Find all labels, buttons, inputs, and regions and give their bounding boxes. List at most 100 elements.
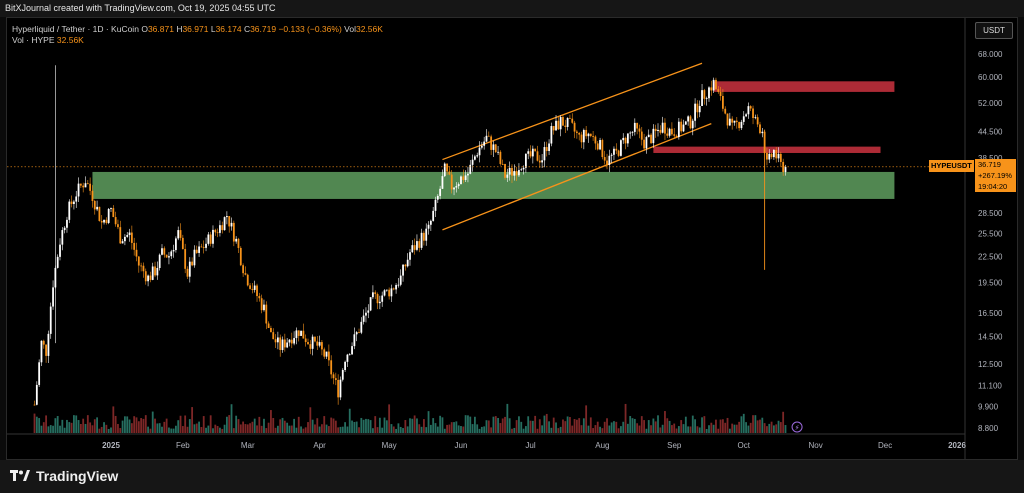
candle-body: [112, 208, 115, 218]
candle-body: [207, 234, 210, 244]
candle-body: [265, 304, 268, 324]
candle-body: [397, 284, 400, 286]
candle-body: [772, 149, 775, 158]
candle-body: [165, 254, 168, 258]
volume-bar: [761, 417, 764, 433]
volume-bar: [86, 415, 89, 433]
volume-bar: [66, 419, 68, 433]
volume-bar: [550, 427, 553, 433]
candle-body: [661, 122, 664, 133]
candle-body: [79, 183, 82, 186]
price-chart[interactable]: 68.00060.00052.00044.50038.50033.00028.5…: [7, 18, 1017, 459]
volume-bar: [367, 419, 370, 433]
volume-bar: [140, 418, 143, 433]
candle-body: [684, 121, 687, 125]
candle-body: [170, 251, 173, 257]
volume-bar: [569, 417, 571, 433]
volume-bar: [434, 423, 437, 433]
volume-bar: [163, 421, 166, 433]
volume-bar: [515, 420, 518, 433]
volume-bar: [272, 417, 275, 433]
candle-body: [490, 136, 493, 150]
volume-bar: [147, 426, 149, 433]
candle-body: [135, 249, 138, 257]
candle-body: [494, 144, 497, 153]
y-tick-label: 14.500: [978, 333, 1003, 342]
volume-bar: [460, 426, 462, 433]
last-price-tag: 36.719 +267.19% 19:04:20: [975, 159, 1016, 192]
candle-body: [399, 275, 402, 285]
candle-body: [358, 332, 360, 333]
y-tick-label: 8.800: [978, 424, 999, 433]
candle-body: [184, 249, 187, 269]
candle-body: [378, 301, 381, 304]
candle-body: [483, 141, 486, 146]
candle-body: [114, 217, 117, 225]
candle-body: [297, 330, 300, 336]
volume-bar: [316, 418, 319, 433]
volume-bar: [137, 421, 140, 433]
candle-body: [186, 268, 189, 277]
candle-body: [381, 295, 384, 302]
currency-button[interactable]: USDT: [975, 22, 1013, 39]
candle-body: [374, 292, 377, 295]
volume-bar: [179, 415, 182, 433]
legend-volume: 32.56K: [355, 24, 383, 34]
volume-bar: [93, 419, 96, 433]
candle-body: [365, 312, 367, 316]
candle-body: [480, 145, 483, 148]
candle-body: [249, 285, 251, 289]
y-tick-label: 44.500: [978, 128, 1003, 137]
candle-body: [288, 339, 291, 343]
candle-body: [130, 232, 133, 243]
volume-bar: [339, 426, 342, 433]
candle-body: [749, 106, 752, 109]
volume-bar: [56, 416, 59, 433]
volume-bar: [448, 424, 451, 433]
candle-body: [439, 188, 442, 196]
candle-body: [745, 114, 747, 117]
volume-bar: [775, 424, 778, 433]
volume-bar: [161, 426, 163, 433]
volume-bar: [258, 416, 261, 433]
candle-body: [117, 224, 119, 228]
candle-body: [740, 121, 743, 129]
candle-body: [316, 341, 319, 346]
candle-body: [232, 222, 235, 242]
candle-body: [235, 238, 238, 242]
volume-bar: [96, 417, 98, 433]
volume-bar: [541, 425, 544, 433]
volume-bar: [270, 410, 272, 433]
volume-bar: [68, 422, 71, 433]
candle-body: [369, 297, 372, 311]
volume-bar: [759, 419, 761, 433]
candle-body: [531, 148, 534, 157]
volume-bar: [534, 415, 537, 433]
volume-bar: [358, 427, 360, 433]
candle-body: [362, 315, 365, 322]
candle-body: [100, 221, 103, 223]
candle-body: [105, 219, 108, 223]
volume-bar: [566, 416, 569, 433]
tradingview-logo[interactable]: TradingView: [10, 468, 118, 484]
volume-bar: [671, 425, 673, 433]
candle-body: [158, 254, 161, 268]
volume-bar: [151, 411, 154, 433]
volume-bar: [174, 425, 177, 433]
candle-body: [274, 339, 277, 343]
volume-bar: [82, 418, 85, 433]
candle-body: [149, 275, 152, 280]
volume-legend-value: 32.56K: [56, 35, 84, 45]
candle-body: [659, 129, 662, 133]
x-tick-label: Nov: [808, 441, 822, 450]
candle-body: [522, 167, 525, 170]
candle-body: [719, 91, 722, 97]
chart-area[interactable]: 68.00060.00052.00044.50038.50033.00028.5…: [6, 17, 1018, 460]
volume-bar: [392, 426, 395, 433]
volume-bar: [198, 421, 200, 433]
volume-bar: [256, 425, 258, 433]
candle-body: [601, 140, 604, 158]
candle-body: [147, 275, 149, 282]
zone-support: [92, 171, 895, 199]
last-price: 36.719: [978, 160, 1001, 169]
